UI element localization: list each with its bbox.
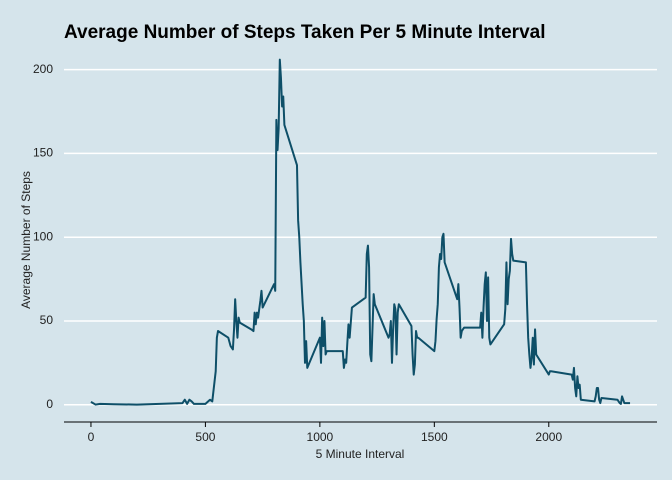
y-tick-label: 200 <box>33 62 53 76</box>
x-tick-label: 1000 <box>307 430 334 444</box>
x-tick-label: 2000 <box>535 430 562 444</box>
y-tick-label: 0 <box>46 397 53 411</box>
chart-title: Average Number of Steps Taken Per 5 Minu… <box>64 22 545 43</box>
x-tick-label: 500 <box>195 430 215 444</box>
y-tick-label: 150 <box>33 146 53 160</box>
data-line <box>90 58 631 406</box>
x-axis-label: 5 Minute Interval <box>316 447 405 461</box>
y-axis-label: Average Number of Steps <box>19 171 33 309</box>
x-tick-label: 1500 <box>421 430 448 444</box>
y-tick-label: 50 <box>40 313 54 327</box>
x-tick-label: 0 <box>88 430 95 444</box>
y-tick-label: 100 <box>33 229 53 243</box>
